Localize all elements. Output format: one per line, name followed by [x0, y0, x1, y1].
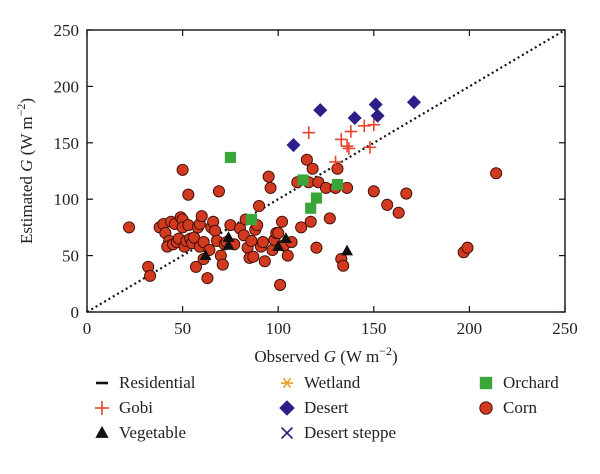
y-axis-title-prefix: Estimated: [17, 172, 36, 244]
x-axis-title: Observed G (W m−2): [254, 344, 397, 366]
y-axis-title-unit: (W m: [17, 116, 36, 159]
corn-point: [337, 259, 350, 272]
gobi-point: [302, 126, 316, 139]
x-tick-label: 0: [83, 319, 92, 338]
desert-point: [286, 138, 301, 153]
corn-point: [274, 278, 287, 291]
corn-point: [275, 215, 289, 228]
y-tick-label: 50: [62, 247, 79, 266]
corn-point: [310, 241, 323, 254]
corn-point: [216, 258, 229, 271]
vegetable-point: [199, 249, 212, 260]
vegetable-point: [222, 239, 235, 250]
x-tick-label: 250: [552, 319, 578, 338]
y-axis-title-close: ): [17, 98, 36, 104]
y-axis-title-variable: G: [17, 160, 36, 172]
y-axis: 0 50 100 150 200 250: [54, 21, 565, 322]
corn-point: [256, 236, 269, 249]
corn-point: [367, 185, 380, 198]
vegetable-point: [341, 244, 354, 256]
corn-point: [262, 170, 275, 183]
corn-point: [490, 167, 503, 180]
corn-point: [281, 249, 294, 262]
orchard-point: [310, 192, 323, 204]
corn-point: [264, 181, 277, 194]
desert-point: [313, 103, 328, 118]
corn-point: [123, 221, 136, 234]
y-tick-label: 0: [71, 303, 80, 322]
corn-point: [201, 272, 214, 285]
gobi-point: [357, 119, 371, 133]
corn-point: [195, 210, 208, 223]
x-axis-title-unit: (W m: [336, 347, 379, 366]
gobi-point: [334, 133, 348, 146]
corn-point: [189, 260, 203, 273]
x-axis-title-exponent: −2: [379, 344, 392, 358]
corn-point: [341, 181, 354, 194]
corn-point: [392, 206, 405, 219]
y-axis-title-exponent: −2: [14, 104, 28, 117]
desert-point: [347, 110, 362, 126]
orchard-point: [297, 174, 309, 186]
corn-point: [295, 221, 308, 234]
desert-point: [368, 97, 383, 112]
gobi-point: [340, 139, 354, 153]
x-axis: 0 50 100 150 200 250: [83, 30, 578, 338]
corn-point: [258, 255, 271, 268]
x-tick-label: 50: [174, 319, 191, 338]
plot-frame: [86, 29, 566, 313]
y-axis-title: Estimated G (W m−2): [14, 98, 36, 244]
corn-point: [212, 185, 225, 198]
x-tick-label: 100: [265, 319, 291, 338]
orchard-point: [245, 213, 258, 226]
corn-point: [247, 250, 260, 263]
data-points: [123, 95, 503, 291]
x-tick-label: 150: [361, 319, 387, 338]
corn-point: [331, 162, 344, 175]
orchard-point: [331, 178, 344, 191]
corn-point: [253, 199, 266, 212]
corn-point: [209, 224, 222, 237]
corn-point: [272, 227, 285, 240]
x-axis-title-prefix: Observed: [254, 347, 323, 366]
desert-point: [370, 108, 385, 123]
corn-point: [176, 163, 189, 176]
orchard-point: [305, 202, 317, 214]
corn-point: [304, 215, 317, 228]
y-tick-label: 200: [54, 77, 80, 96]
corn-point: [400, 187, 413, 200]
gobi-point: [367, 118, 381, 132]
gobi-point: [329, 155, 342, 169]
plot-border: [86, 29, 566, 313]
vegetable-point: [272, 240, 285, 251]
x-axis-title-close: ): [392, 347, 398, 366]
corn-point: [144, 269, 157, 282]
gobi-point: [363, 141, 377, 154]
y-tick-label: 150: [54, 134, 80, 153]
vegetable-point: [222, 231, 235, 242]
desert-point: [406, 95, 421, 110]
x-axis-title-variable: G: [324, 347, 336, 366]
corn-point: [306, 162, 319, 175]
x-tick-label: 200: [457, 319, 483, 338]
y-tick-label: 250: [54, 21, 80, 40]
vegetable-point: [279, 232, 292, 244]
corn-point: [381, 198, 394, 211]
corn-point: [182, 188, 195, 201]
orchard-point: [224, 151, 236, 164]
corn-point: [300, 153, 313, 166]
gobi-point: [344, 125, 358, 138]
corn-point: [461, 241, 474, 254]
gobi-point: [342, 142, 356, 155]
y-tick-label: 100: [54, 190, 80, 209]
corn-point: [323, 212, 336, 225]
